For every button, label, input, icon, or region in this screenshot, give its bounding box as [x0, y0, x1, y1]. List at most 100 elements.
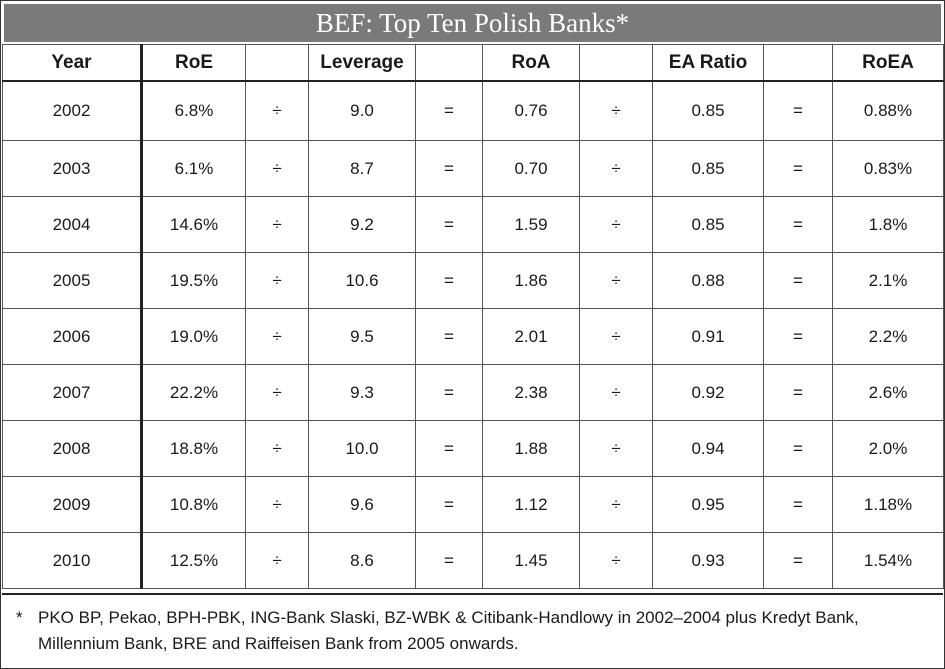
cell-ea-ratio: 0.93 — [652, 532, 764, 589]
cell-year: 2007 — [2, 364, 143, 421]
footnote-mark: * — [16, 608, 23, 627]
cell-ea-ratio: 0.85 — [652, 196, 764, 253]
cell-leverage: 10.6 — [308, 252, 416, 309]
cell-operator: = — [415, 196, 483, 253]
cell-roa: 1.59 — [482, 196, 580, 253]
column-header-operator — [245, 44, 309, 82]
cell-operator: ÷ — [579, 532, 653, 589]
cell-roe: 22.2% — [141, 364, 246, 421]
cell-operator: = — [763, 196, 833, 253]
column-header-operator — [579, 44, 653, 82]
cell-roe: 14.6% — [141, 196, 246, 253]
cell-operator: = — [415, 80, 483, 141]
column-header-roe: RoE — [141, 44, 246, 82]
cell-year: 2010 — [2, 532, 143, 589]
bank-ratios-table: Year RoE Leverage RoA EA Ratio RoEA 2002… — [2, 44, 944, 589]
column-header-roea: RoEA — [832, 44, 944, 82]
cell-year: 2004 — [2, 196, 143, 253]
cell-roa: 2.38 — [482, 364, 580, 421]
cell-operator: ÷ — [245, 308, 309, 365]
cell-roe: 18.8% — [141, 420, 246, 477]
cell-operator: = — [763, 420, 833, 477]
header-row: Year RoE Leverage RoA EA Ratio RoEA — [2, 44, 944, 82]
cell-leverage: 8.7 — [308, 140, 416, 197]
column-header-roa: RoA — [482, 44, 580, 82]
cell-roa: 2.01 — [482, 308, 580, 365]
cell-operator: ÷ — [579, 420, 653, 477]
cell-operator: = — [763, 140, 833, 197]
cell-roa: 1.12 — [482, 476, 580, 533]
cell-roea: 0.83% — [832, 140, 944, 197]
cell-operator: = — [415, 364, 483, 421]
cell-roa: 1.45 — [482, 532, 580, 589]
cell-operator: = — [763, 252, 833, 309]
column-header-leverage: Leverage — [308, 44, 416, 82]
cell-operator: ÷ — [579, 140, 653, 197]
cell-year: 2009 — [2, 476, 143, 533]
cell-roea: 2.6% — [832, 364, 944, 421]
cell-leverage: 8.6 — [308, 532, 416, 589]
cell-roea: 1.8% — [832, 196, 944, 253]
table-row: 2006 19.0% ÷ 9.5 = 2.01 ÷ 0.91 = 2.2% — [2, 308, 944, 365]
cell-roe: 6.1% — [141, 140, 246, 197]
cell-roea: 2.2% — [832, 308, 944, 365]
cell-roea: 0.88% — [832, 80, 944, 141]
cell-ea-ratio: 0.85 — [652, 140, 764, 197]
column-header-operator — [415, 44, 483, 82]
cell-operator: ÷ — [579, 308, 653, 365]
cell-roea: 1.54% — [832, 532, 944, 589]
cell-roa: 0.76 — [482, 80, 580, 141]
cell-roea: 2.1% — [832, 252, 944, 309]
cell-roe: 19.5% — [141, 252, 246, 309]
cell-leverage: 9.2 — [308, 196, 416, 253]
cell-roa: 1.88 — [482, 420, 580, 477]
cell-operator: ÷ — [579, 364, 653, 421]
cell-year: 2005 — [2, 252, 143, 309]
cell-operator: ÷ — [245, 420, 309, 477]
cell-operator: = — [415, 476, 483, 533]
table-row: 2007 22.2% ÷ 9.3 = 2.38 ÷ 0.92 = 2.6% — [2, 364, 944, 421]
footnote: * PKO BP, Pekao, BPH-PBK, ING-Bank Slask… — [2, 593, 943, 668]
footnote-text: PKO BP, Pekao, BPH-PBK, ING-Bank Slaski,… — [38, 608, 859, 653]
cell-ea-ratio: 0.95 — [652, 476, 764, 533]
cell-year: 2008 — [2, 420, 143, 477]
table-row: 2004 14.6% ÷ 9.2 = 1.59 ÷ 0.85 = 1.8% — [2, 196, 944, 253]
cell-ea-ratio: 0.94 — [652, 420, 764, 477]
table-row: 2005 19.5% ÷ 10.6 = 1.86 ÷ 0.88 = 2.1% — [2, 252, 944, 309]
table-row: 2009 10.8% ÷ 9.6 = 1.12 ÷ 0.95 = 1.18% — [2, 476, 944, 533]
cell-operator: ÷ — [245, 80, 309, 141]
cell-operator: = — [763, 476, 833, 533]
cell-leverage: 9.5 — [308, 308, 416, 365]
cell-operator: ÷ — [245, 140, 309, 197]
cell-leverage: 9.0 — [308, 80, 416, 141]
cell-operator: ÷ — [579, 476, 653, 533]
cell-ea-ratio: 0.88 — [652, 252, 764, 309]
cell-year: 2003 — [2, 140, 143, 197]
cell-operator: ÷ — [245, 196, 309, 253]
cell-leverage: 9.3 — [308, 364, 416, 421]
cell-year: 2006 — [2, 308, 143, 365]
cell-leverage: 10.0 — [308, 420, 416, 477]
table-row: 2002 6.8% ÷ 9.0 = 0.76 ÷ 0.85 = 0.88% — [2, 80, 944, 141]
cell-roea: 1.18% — [832, 476, 944, 533]
cell-operator: ÷ — [579, 196, 653, 253]
cell-operator: = — [415, 308, 483, 365]
cell-ea-ratio: 0.92 — [652, 364, 764, 421]
column-header-operator — [763, 44, 833, 82]
cell-operator: = — [415, 140, 483, 197]
cell-year: 2002 — [2, 80, 143, 141]
cell-roa: 0.70 — [482, 140, 580, 197]
cell-operator: = — [415, 532, 483, 589]
cell-roe: 6.8% — [141, 80, 246, 141]
cell-roe: 12.5% — [141, 532, 246, 589]
cell-operator: = — [763, 308, 833, 365]
column-header-ea-ratio: EA Ratio — [652, 44, 764, 82]
table-row: 2008 18.8% ÷ 10.0 = 1.88 ÷ 0.94 = 2.0% — [2, 420, 944, 477]
cell-operator: = — [763, 364, 833, 421]
cell-roe: 19.0% — [141, 308, 246, 365]
cell-leverage: 9.6 — [308, 476, 416, 533]
cell-operator: ÷ — [245, 532, 309, 589]
table-body: 2002 6.8% ÷ 9.0 = 0.76 ÷ 0.85 = 0.88% 2003 6.1% ÷ 8.7… — [2, 80, 944, 589]
cell-operator: = — [763, 532, 833, 589]
